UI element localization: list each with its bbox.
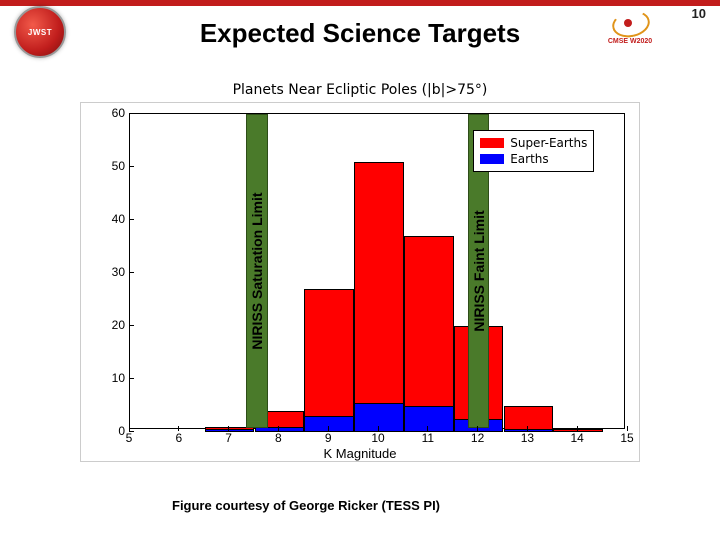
x-tick-label: 15 [620,431,633,445]
x-tick-label: 11 [422,431,434,445]
y-tick-label: 40 [112,212,125,226]
y-tick [129,272,134,273]
x-tick-label: 10 [371,431,384,445]
bar-super-earth [504,406,554,433]
plot-outer-box: Mean TESS Yield K Magnitude NIRISS Satur… [80,102,640,462]
x-tick-label: 5 [126,431,133,445]
y-tick [129,378,134,379]
y-tick-label: 60 [112,106,125,120]
bar-super-earth [404,236,454,432]
chart-title: Planets Near Ecliptic Poles (|b|>75°) [80,82,640,98]
y-tick [129,113,134,114]
x-tick-label: 12 [471,431,484,445]
x-axis-label: K Magnitude [324,446,397,461]
legend-swatch-icon [480,154,504,164]
legend-item: Earths [480,151,587,167]
x-tick-label: 13 [521,431,534,445]
plot-area: NIRISS Saturation Limit NIRISS Faint Limi… [129,113,625,429]
x-tick-label: 8 [275,431,282,445]
niriss-limit-label: NIRISS Faint Limit [471,210,487,331]
slide-title: Expected Science Targets [200,18,520,49]
niriss-limit-band: NIRISS Saturation Limit [246,114,268,428]
bar-earth [304,416,354,432]
y-tick [129,325,134,326]
y-tick [129,219,134,220]
bar-earth [404,406,454,433]
x-tick-label: 7 [225,431,232,445]
legend-swatch-icon [480,138,504,148]
x-tick-label: 14 [571,431,584,445]
swirl-icon [612,11,648,37]
y-tick-label: 50 [112,159,125,173]
y-tick-label: 20 [112,318,125,332]
bar-earth [354,403,404,432]
y-tick-label: 0 [118,424,125,438]
jwst-logo-text: JWST [28,28,52,37]
cmse-logo-text: CMSE W2020 [608,38,652,46]
chart-legend: Super-EarthsEarths [473,130,594,172]
y-tick [129,166,134,167]
cmse-logo-icon: CMSE W2020 [594,8,666,48]
page-number: 10 [692,6,706,21]
y-tick-label: 30 [112,265,125,279]
bar-super-earth [354,162,404,432]
y-tick-label: 10 [112,371,125,385]
header-stripe [0,0,720,6]
legend-label: Earths [510,151,548,167]
x-tick-label: 9 [325,431,332,445]
jwst-logo-icon: JWST [14,6,66,58]
legend-label: Super-Earths [510,135,587,151]
legend-item: Super-Earths [480,135,587,151]
figure-credit: Figure courtesy of George Ricker (TESS P… [172,498,440,513]
chart-container: Planets Near Ecliptic Poles (|b|>75°) Me… [80,82,640,482]
bar-super-earth [304,289,354,432]
niriss-limit-label: NIRISS Saturation Limit [249,192,265,349]
x-tick-label: 6 [175,431,182,445]
slide-header: 10 JWST Expected Science Targets CMSE W2… [0,0,720,60]
